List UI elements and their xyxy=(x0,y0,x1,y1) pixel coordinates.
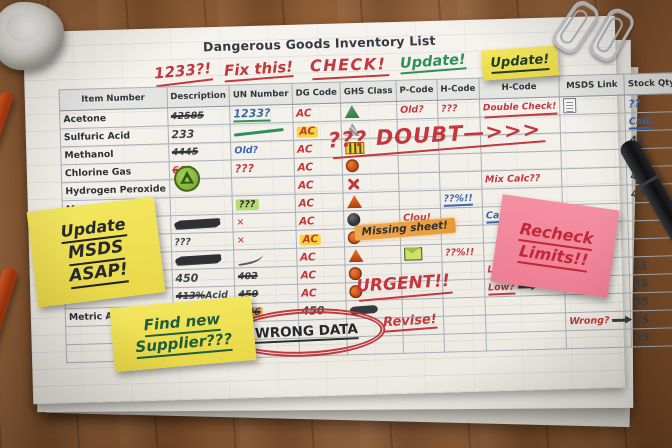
un-number: ✕ xyxy=(236,235,246,247)
annotation-check: CHECK! xyxy=(309,54,387,76)
black-scribble xyxy=(174,255,222,265)
green-marker-line xyxy=(233,127,284,137)
ghs-orange-circle-icon xyxy=(345,159,360,173)
ghs-orange-triangle-icon xyxy=(347,195,362,208)
h-code-note: Double Check! xyxy=(482,101,557,114)
stock-qty: 45 xyxy=(633,277,649,290)
annotation-update: Update! xyxy=(399,51,467,72)
un-number: Old? xyxy=(234,144,259,157)
un-number: ??? xyxy=(234,161,255,176)
col-dg-code: DG Code xyxy=(291,82,341,105)
dg-code: AC xyxy=(300,286,317,300)
col-item-number: Item Number xyxy=(59,86,168,111)
document-icon xyxy=(563,97,577,114)
arrow-right-icon xyxy=(612,318,628,322)
wrong-data-label: WRONG DATA xyxy=(254,321,359,344)
h-code-note: Mix Calc?? xyxy=(484,172,541,186)
item-name: Acetone xyxy=(63,113,107,126)
col-h-code-1: H-Code xyxy=(436,78,480,101)
item-name: Sulfuric Acid xyxy=(63,130,131,144)
dg-code: AC xyxy=(300,268,317,282)
description: ??? xyxy=(174,236,192,249)
dg-code: AC xyxy=(296,142,313,156)
h-code-note: ??%!! xyxy=(444,246,475,259)
stock-qty: Call! xyxy=(628,115,654,128)
un-number: ??? xyxy=(238,198,256,211)
sticky-note-update: Update! xyxy=(481,45,559,81)
annotation-1233: 1233?! xyxy=(153,59,213,83)
orange-marker-pen xyxy=(0,89,15,201)
stock-qty: 45 xyxy=(634,331,650,344)
description: 233 xyxy=(171,127,195,142)
dg-code: AC xyxy=(298,196,315,210)
description: 450 xyxy=(175,271,199,286)
description: 42585 xyxy=(170,110,205,123)
item-name: Methanol xyxy=(64,148,114,162)
dg-code: AC xyxy=(297,160,314,174)
dg-code: AC xyxy=(298,214,315,228)
ghs-orange-triangle-icon xyxy=(348,249,363,262)
dg-code: AC xyxy=(297,178,314,192)
un-number: 402 xyxy=(237,270,258,283)
annotation-fix-this: Fix this! xyxy=(223,57,294,80)
item-name: Chlorine Gas xyxy=(64,166,132,180)
dg-code: AC xyxy=(299,250,316,264)
col-description: Description xyxy=(166,85,230,108)
dg-code: AC xyxy=(302,232,319,246)
sticky-note-find-supplier: Find new Supplier??? xyxy=(109,295,257,373)
revise-annotation: Revise! xyxy=(382,311,438,331)
envelope-icon xyxy=(403,247,423,261)
sticky-note-recheck-limits: Recheck Limits!! xyxy=(490,194,620,298)
p-code-note: Old? xyxy=(399,104,424,116)
col-ghs-class: GHS Class xyxy=(340,80,397,103)
sticky-text: Update! xyxy=(489,51,551,75)
ghs-black-circle-icon xyxy=(347,212,361,227)
description: 4445 xyxy=(171,146,199,159)
col-stock-qty: Stock Qty xyxy=(624,72,672,96)
black-scribble xyxy=(173,219,221,229)
un-number: ✕ xyxy=(236,217,245,229)
dg-code: AC xyxy=(295,106,312,120)
item-name: Hydrogen Peroxide xyxy=(65,183,167,198)
stock-qty: 45 xyxy=(633,295,649,308)
orange-marker-pen xyxy=(0,265,19,414)
h-code-note: ??? xyxy=(440,103,458,115)
pencil-check-mark xyxy=(236,250,265,267)
stock-qty: ?? xyxy=(628,97,641,110)
stock-qty: 45 xyxy=(634,313,650,326)
msds-note: Wrong? xyxy=(569,315,610,328)
sticky-note-update-msds: Update MSDS ASAP! xyxy=(26,196,166,308)
col-p-code: P-Code xyxy=(395,79,438,102)
ghs-red-x-icon xyxy=(346,177,359,190)
col-msds-link: MSDS Link xyxy=(558,74,625,97)
dg-code: AC xyxy=(299,124,316,138)
stock-qty: 45 xyxy=(632,259,648,272)
h-code-note: ??%!! xyxy=(443,192,473,205)
ghs-green-triangle-icon xyxy=(344,105,359,118)
un-number: 1233? xyxy=(233,106,271,123)
col-un-number: UN Number xyxy=(229,83,293,107)
